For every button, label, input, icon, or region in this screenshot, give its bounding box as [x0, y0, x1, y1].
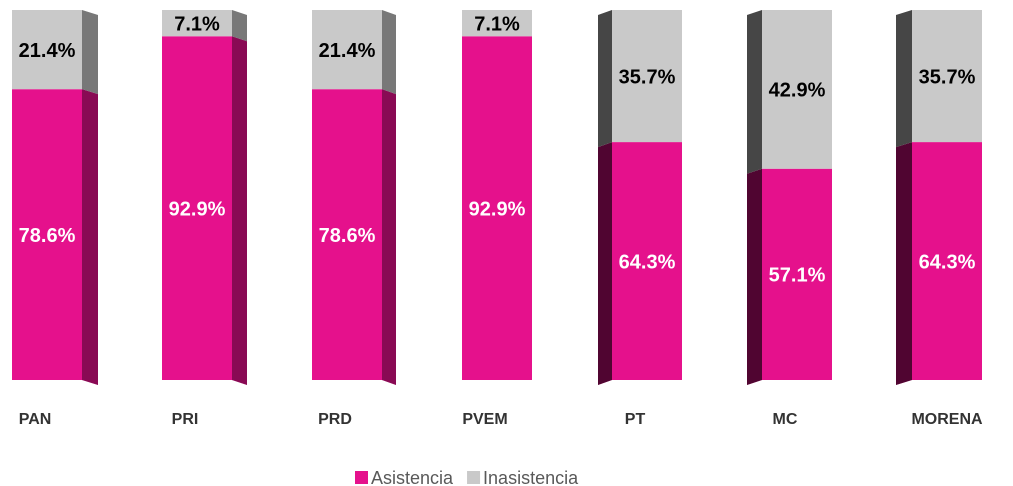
x-tick-label: MORENA — [911, 411, 983, 428]
bar-side-shade — [232, 36, 247, 386]
bar-side-shade — [82, 89, 98, 386]
bar-side-shade — [747, 10, 762, 174]
data-label: 64.3% — [619, 251, 676, 273]
x-tick-label: PRI — [172, 411, 199, 428]
bar — [162, 10, 232, 37]
bar-side — [382, 10, 396, 95]
x-tick-label: PAN — [19, 411, 52, 428]
data-label: 92.9% — [469, 198, 526, 220]
x-tick-label: MC — [773, 411, 798, 428]
bar — [312, 89, 382, 381]
bar — [912, 142, 982, 380]
bar — [462, 36, 532, 381]
bar-side — [82, 10, 98, 95]
bar-side — [82, 89, 98, 386]
data-label: 78.6% — [19, 225, 76, 247]
x-tick-label: PRD — [318, 411, 352, 428]
bar-side-shade — [598, 142, 612, 385]
bar — [312, 10, 382, 90]
bar — [612, 142, 682, 380]
bar-side-shade — [82, 10, 98, 95]
bar — [912, 10, 982, 143]
bar-side-shade — [598, 10, 612, 148]
data-label: 35.7% — [619, 66, 676, 88]
data-label: 92.9% — [169, 198, 226, 220]
bar — [162, 36, 232, 381]
data-label: 78.6% — [319, 225, 376, 247]
bar — [12, 89, 82, 381]
bar — [612, 10, 682, 143]
bar-side-shade — [747, 168, 762, 385]
bar-side-shade — [896, 10, 912, 148]
bar-side-shade — [232, 10, 247, 42]
data-label: 35.7% — [919, 66, 976, 88]
bar-side — [232, 10, 247, 42]
legend-label: Inasistencia — [483, 468, 579, 486]
legend-swatch — [355, 471, 368, 484]
bar-side-shade — [382, 10, 396, 95]
data-label: 21.4% — [19, 40, 76, 62]
legend-label: Asistencia — [371, 468, 454, 486]
x-tick-label: PT — [625, 411, 646, 428]
legend-swatch — [467, 471, 481, 484]
bar — [762, 10, 832, 169]
data-label: 21.4% — [319, 40, 376, 62]
bar — [462, 10, 532, 37]
data-label: 57.1% — [769, 265, 826, 287]
bar — [762, 168, 832, 380]
bar-side — [232, 36, 247, 386]
x-tick-label: PVEM — [462, 411, 507, 428]
data-label: 7.1% — [174, 13, 220, 35]
bar-side-shade — [896, 142, 912, 385]
bar — [12, 10, 82, 90]
bar-side-shade — [382, 89, 396, 386]
bar-side — [382, 89, 396, 386]
data-label: 7.1% — [474, 13, 520, 35]
data-label: 42.9% — [769, 80, 826, 102]
data-label: 64.3% — [919, 251, 976, 273]
